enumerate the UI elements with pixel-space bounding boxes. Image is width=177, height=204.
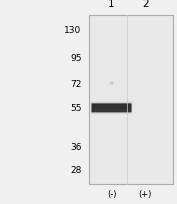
Text: 2: 2 [142,0,149,9]
Text: 130: 130 [64,26,81,35]
Text: 72: 72 [70,79,81,88]
Ellipse shape [109,82,114,86]
Text: (-): (-) [107,189,116,198]
Text: 28: 28 [70,165,81,174]
Text: 36: 36 [70,142,81,151]
Text: 95: 95 [70,54,81,63]
FancyBboxPatch shape [91,102,132,114]
Bar [94,110,129,112]
Text: 1: 1 [108,0,115,9]
Text: (+): (+) [138,189,152,198]
Bar [88,16,173,184]
FancyBboxPatch shape [92,104,132,113]
Text: 55: 55 [70,104,81,113]
